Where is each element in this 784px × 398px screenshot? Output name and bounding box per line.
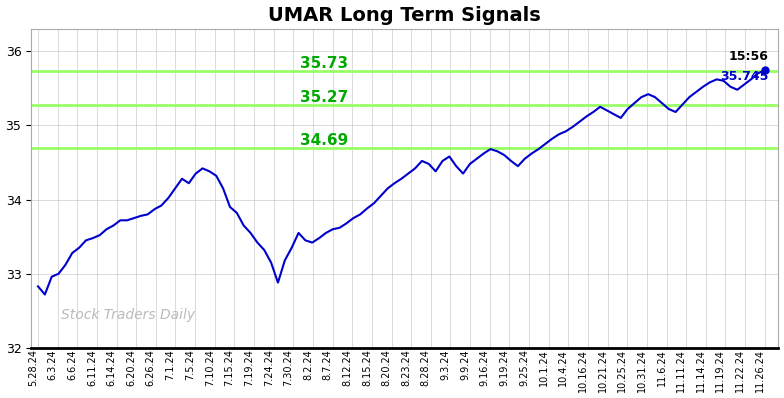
Text: 35.745: 35.745 (720, 70, 768, 83)
Point (758, 67, 771, 73)
Text: 34.69: 34.69 (300, 133, 348, 148)
Title: UMAR Long Term Signals: UMAR Long Term Signals (268, 6, 541, 25)
Text: 15:56: 15:56 (728, 50, 768, 62)
Text: Stock Traders Daily: Stock Traders Daily (61, 308, 195, 322)
Text: 35.73: 35.73 (300, 56, 348, 71)
Text: 35.27: 35.27 (300, 90, 348, 105)
